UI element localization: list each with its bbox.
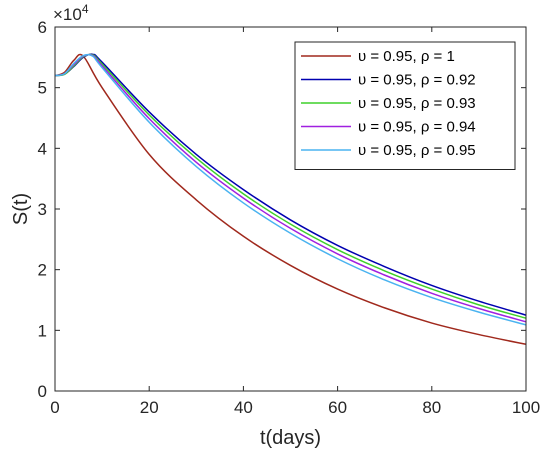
legend-entry-3: υ = 0.95, ρ = 0.93 (358, 95, 476, 112)
x-tick-label: 0 (50, 398, 59, 417)
legend-box (294, 41, 516, 170)
y-tick-label: 4 (38, 139, 47, 158)
y-tick-label: 1 (38, 321, 47, 340)
x-axis-label: t(days) (260, 427, 321, 449)
x-axis-ticks: 0 20 40 60 80 100 (50, 27, 540, 417)
series-line-4 (54, 53, 527, 323)
x-tick-label: 20 (140, 398, 159, 417)
legend-entry-4: υ = 0.95, ρ = 0.94 (358, 119, 476, 136)
legend-entry-2: υ = 0.95, ρ = 0.92 (358, 72, 476, 89)
y-tick-label: 5 (38, 79, 47, 98)
y-multiplier-base: ×10 (53, 5, 82, 24)
x-tick-label: 100 (512, 398, 540, 417)
y-axis-label: S(t) (10, 193, 32, 225)
x-tick-label: 80 (422, 398, 441, 417)
legend-entry-5: υ = 0.95, ρ = 0.95 (358, 142, 476, 159)
x-tick-label: 40 (234, 398, 253, 417)
y-tick-label: 2 (38, 261, 47, 280)
legend-entry-1: υ = 0.95, ρ = 1 (358, 48, 455, 65)
y-tick-label: 6 (38, 18, 47, 37)
series-line-3 (54, 53, 527, 319)
series-line-1 (54, 53, 527, 346)
y-axis-multiplier: ×104 (53, 2, 89, 24)
y-multiplier-exponent: 4 (82, 2, 89, 16)
y-tick-label: 3 (38, 200, 47, 219)
legend: υ = 0.95, ρ = 1 υ = 0.95, ρ = 0.92 υ = 0.9… (294, 41, 516, 170)
y-axis-ticks: 0 1 2 3 4 5 6 (38, 18, 526, 401)
series-line-5 (54, 53, 527, 326)
series-group (54, 53, 527, 346)
y-tick-label: 0 (38, 382, 47, 401)
x-tick-label: 60 (328, 398, 347, 417)
